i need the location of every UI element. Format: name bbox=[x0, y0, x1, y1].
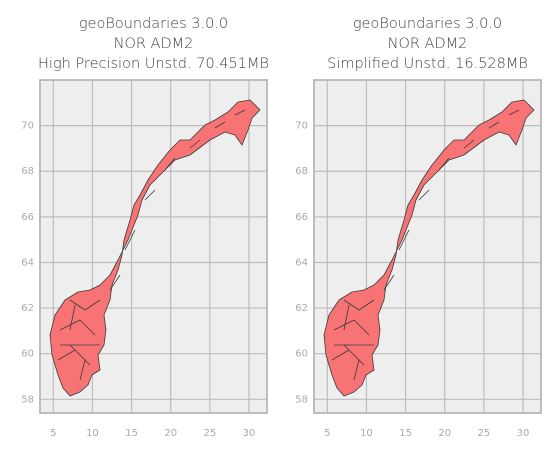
plot-border bbox=[39, 79, 268, 414]
x-tick-label: 15 bbox=[125, 428, 138, 439]
x-tick-label: 20 bbox=[438, 428, 451, 439]
x-tick-label: 25 bbox=[477, 428, 490, 439]
chart-title: Simplified Unstd. 16.528MB bbox=[327, 56, 528, 72]
chart-title: geoBoundaries 3.0.0 bbox=[79, 16, 228, 32]
x-tick-label: 20 bbox=[164, 428, 177, 439]
chart-title: NOR ADM2 bbox=[114, 36, 194, 52]
chart-title: geoBoundaries 3.0.0 bbox=[353, 16, 502, 32]
x-tick-label: 25 bbox=[203, 428, 216, 439]
y-tick-label: 62 bbox=[295, 303, 308, 314]
y-tick-label: 64 bbox=[21, 257, 34, 268]
y-tick-label: 62 bbox=[21, 303, 34, 314]
y-tick-label: 58 bbox=[295, 394, 308, 405]
y-tick-label: 70 bbox=[295, 121, 308, 132]
x-tick-label: 10 bbox=[86, 428, 99, 439]
y-tick-label: 58 bbox=[21, 394, 34, 405]
x-tick-label: 5 bbox=[324, 428, 330, 439]
y-tick-label: 66 bbox=[295, 212, 308, 223]
chart-title: High Precision Unstd. 70.451MB bbox=[38, 56, 269, 72]
x-tick-label: 30 bbox=[517, 428, 530, 439]
x-tick-label: 5 bbox=[50, 428, 56, 439]
chart-title: NOR ADM2 bbox=[388, 36, 468, 52]
x-tick-label: 30 bbox=[243, 428, 256, 439]
x-tick-label: 15 bbox=[399, 428, 412, 439]
y-tick-label: 60 bbox=[295, 349, 308, 360]
y-tick-label: 60 bbox=[21, 349, 34, 360]
y-tick-label: 68 bbox=[21, 166, 34, 177]
y-tick-label: 70 bbox=[21, 121, 34, 132]
y-tick-label: 66 bbox=[21, 212, 34, 223]
y-tick-label: 64 bbox=[295, 257, 308, 268]
y-tick-label: 68 bbox=[295, 166, 308, 177]
x-tick-label: 10 bbox=[360, 428, 373, 439]
plot-border bbox=[313, 79, 542, 414]
